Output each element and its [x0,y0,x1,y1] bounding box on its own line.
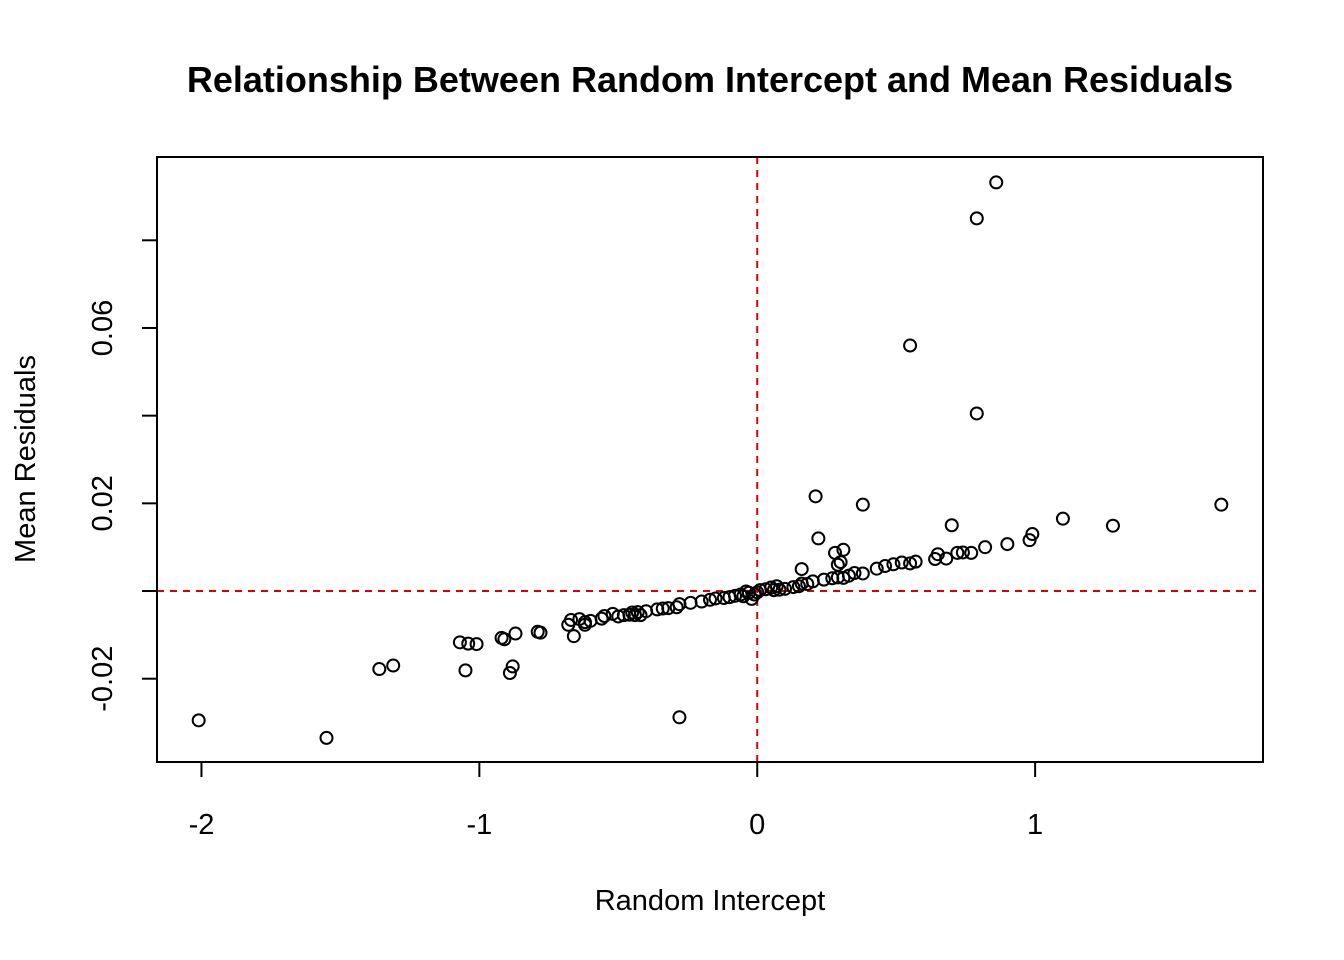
data-point [778,581,793,596]
reference-lines [157,157,1263,762]
data-point [750,585,765,600]
data-point [672,597,687,612]
data-point [978,540,993,555]
data-points [191,175,1229,745]
data-point [772,582,787,597]
y-tick-label: -0.02 [87,646,119,712]
data-point [502,666,517,681]
data-point [903,338,918,353]
data-point [894,555,909,570]
data-point [597,609,612,624]
data-point [1000,537,1015,552]
data-point [530,624,545,639]
data-point [847,566,862,581]
data-point [969,406,984,421]
data-point [655,601,670,616]
data-point [830,557,845,572]
data-point [930,547,945,562]
data-point [461,636,476,651]
data-point [319,730,334,745]
data-point [505,659,520,674]
x-tick-label: -2 [189,809,215,841]
y-axis-label: Mean Residuals [10,355,42,563]
data-point [191,713,206,728]
data-point [452,635,467,650]
data-point [372,662,387,677]
data-point [939,551,954,566]
data-point [878,559,893,574]
data-point [672,710,687,725]
data-point [969,211,984,226]
x-axis: -2 -1 0 1 [189,762,1043,841]
x-tick-label: 0 [749,809,765,841]
data-point [950,545,965,560]
data-point [869,561,884,576]
data-point [786,580,801,595]
data-point [1055,511,1070,526]
data-point [566,629,581,644]
y-tick-label: 0.06 [87,300,119,356]
data-point [764,580,779,595]
x-tick-label: -1 [466,809,492,841]
data-point [908,554,923,569]
data-point [989,175,1004,190]
y-tick-label: 0.02 [87,475,119,531]
data-point [769,579,784,594]
data-point [630,605,645,620]
data-point [944,518,959,533]
data-point [855,497,870,512]
data-point [964,545,979,560]
x-tick-label: 1 [1027,809,1043,841]
data-point [808,489,823,504]
data-point [833,555,848,570]
y-axis: -0.02 0.02 0.06 [87,239,157,712]
data-point [886,557,901,572]
data-point [594,611,609,626]
x-axis-label: Random Intercept [595,885,826,917]
data-point [816,572,831,587]
chart-title: Relationship Between Random Intercept an… [187,59,1233,100]
data-point [508,626,523,641]
data-point [564,612,579,627]
data-point [694,594,709,609]
data-point [1214,497,1229,512]
data-point [1105,518,1120,533]
data-point [708,591,723,606]
data-point [703,592,717,607]
data-point [855,566,870,581]
data-point [683,595,698,610]
plot-frame [156,156,1264,763]
data-point [811,531,826,546]
data-point [494,630,509,645]
data-point [955,545,970,560]
data-point [625,605,640,620]
data-point [791,579,806,594]
data-point [669,600,684,615]
data-point [1025,527,1040,542]
data-point [469,637,484,652]
data-point [458,663,473,678]
data-point [794,562,809,577]
data-point [386,658,401,673]
